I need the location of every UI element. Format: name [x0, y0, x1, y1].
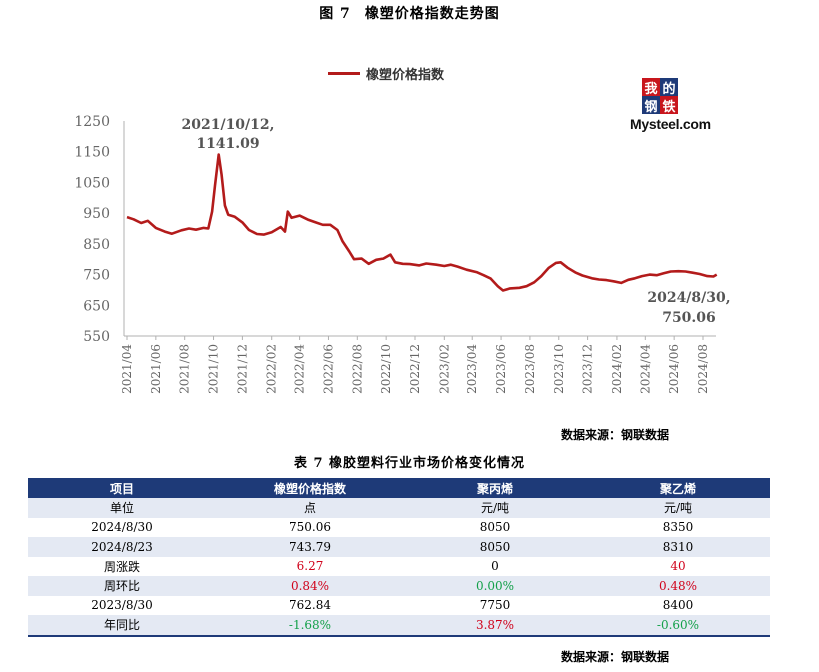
table-cell: 元/吨: [404, 498, 586, 518]
y-tick-label: 1150: [74, 145, 110, 161]
data-annotation: 750.06: [662, 310, 716, 326]
logo-char: 我: [642, 78, 660, 97]
table-cell: 8310: [586, 537, 770, 557]
header-cell: 项目: [28, 478, 216, 498]
table-cell: 2023/8/30: [28, 595, 216, 615]
logo-char: 铁: [660, 96, 678, 115]
header-cell: 橡塑价格指数: [216, 478, 404, 498]
logo-char: 钢: [642, 96, 660, 115]
table-cell: 8350: [586, 517, 770, 537]
table-cell: 点: [216, 498, 404, 518]
figure-title: 图 7 橡塑价格指数走势图: [0, 3, 819, 23]
logo-char: 的: [660, 78, 678, 97]
y-tick-label: 1250: [74, 114, 110, 130]
table-cell: 0.00%: [404, 576, 586, 596]
x-tick-label: 2022/10: [379, 344, 393, 394]
table-row: 年同比 -1.68% 3.87% -0.60%: [28, 615, 770, 637]
table-cell: 762.84: [216, 595, 404, 615]
x-tick-label: 2021/08: [178, 344, 192, 394]
table-cell: 年同比: [28, 615, 216, 637]
table-cell: 6.27: [216, 556, 404, 576]
x-tick-label: 2021/12: [235, 344, 249, 394]
price-table: 项目 橡塑价格指数 聚丙烯 聚乙烯 单位点元/吨 元/吨 2024/8/30 750.…: [28, 478, 770, 637]
data-annotation: 2021/10/12,: [181, 117, 274, 133]
table-cell: 0.84%: [216, 576, 404, 596]
figure-label: 图 7: [319, 6, 351, 22]
x-tick-label: 2024/08: [696, 344, 710, 394]
table-cell: 0.48%: [586, 576, 770, 596]
table-cell: 8400: [586, 595, 770, 615]
chart-source: 数据来源：钢联数据: [561, 428, 670, 442]
x-tick-label: 2022/12: [408, 344, 422, 394]
x-tick-label: 2023/08: [523, 344, 537, 394]
table-row: 周涨跌 6.27 0 40: [28, 556, 770, 576]
table-cell: 单位: [28, 498, 216, 518]
line-chart: 550 650 750 850 950 1050 1150 1250 2021/04 2021/0…: [74, 114, 730, 394]
y-tick-label: 850: [83, 237, 110, 253]
figure-title-text: 橡塑价格指数走势图: [364, 6, 500, 22]
legend-label: 橡塑价格指数: [366, 68, 445, 83]
x-tick-label: 2024/06: [667, 344, 681, 394]
header-cell: 聚丙烯: [404, 478, 586, 498]
table-cell: 7750: [404, 595, 586, 615]
chart-legend: 橡塑价格指数: [328, 64, 444, 83]
table-cell: 2024/8/23: [28, 537, 216, 557]
table-cell: -0.60%: [586, 615, 770, 637]
table-cell: 40: [586, 556, 770, 576]
mysteel-logo: 我 的 钢 铁 Mysteel.com: [630, 78, 730, 138]
x-tick-label: 2021/06: [149, 344, 163, 394]
table-title: 表 7 橡胶塑料行业市场价格变化情况: [293, 456, 526, 471]
data-annotation: 1141.09: [196, 136, 259, 152]
logo-brand: Mysteel.com: [630, 116, 711, 132]
table-cell: 0: [404, 556, 586, 576]
x-tick-label: 2023/12: [581, 344, 595, 394]
x-tick-label: 2021/04: [120, 344, 134, 394]
legend-swatch: [328, 72, 360, 75]
x-tick-label: 2021/10: [207, 344, 221, 394]
x-tick-label: 2023/04: [465, 344, 479, 394]
x-tick-label: 2023/06: [494, 344, 508, 394]
y-tick-label: 750: [83, 268, 110, 284]
header-cell: 聚乙烯: [586, 478, 770, 498]
table-header-row: 项目 橡塑价格指数 聚丙烯 聚乙烯: [28, 478, 770, 498]
table-cell: 743.79: [216, 537, 404, 557]
table-row: 2024/8/30 750.06 8050 8350: [28, 517, 770, 537]
table-cell: 周涨跌: [28, 556, 216, 576]
data-annotation: 2024/8/30,: [647, 290, 730, 306]
table-row: 单位点元/吨 元/吨: [28, 498, 770, 518]
table-cell: 元/吨: [586, 498, 770, 518]
table-cell: -1.68%: [216, 615, 404, 637]
table-cell: 8050: [404, 537, 586, 557]
table-row: 周环比 0.84% 0.00% 0.48%: [28, 576, 770, 596]
table-cell: 8050: [404, 517, 586, 537]
x-tick-label: 2023/02: [437, 344, 451, 394]
table-source: 数据来源：钢联数据: [561, 650, 670, 664]
table-row: 2024/8/23 743.79 8050 8310: [28, 537, 770, 557]
x-tick-label: 2022/08: [350, 344, 364, 394]
y-tick-label: 950: [83, 206, 110, 222]
x-tick-label: 2024/02: [610, 344, 624, 394]
logo-boxes: 我 的 钢 铁: [642, 78, 678, 115]
table-cell: 周环比: [28, 576, 216, 596]
table-row: 2023/8/30 762.84 7750 8400: [28, 595, 770, 615]
x-tick-label: 2023/10: [552, 344, 566, 394]
table-body: 单位点元/吨 元/吨 2024/8/30 750.06 8050 8350 2024/8/2…: [28, 498, 770, 637]
x-tick-label: 2022/04: [293, 344, 307, 394]
series-line: [126, 153, 718, 292]
table-cell: 750.06: [216, 517, 404, 537]
table-cell: 2024/8/30: [28, 517, 216, 537]
y-tick-label: 650: [83, 298, 110, 314]
y-tick-label: 550: [83, 329, 110, 345]
x-tick-label: 2022/02: [265, 344, 279, 394]
x-tick-label: 2024/04: [638, 344, 652, 394]
y-tick-label: 1050: [74, 175, 110, 191]
x-tick-label: 2022/06: [321, 344, 335, 394]
table-cell: 3.87%: [404, 615, 586, 637]
